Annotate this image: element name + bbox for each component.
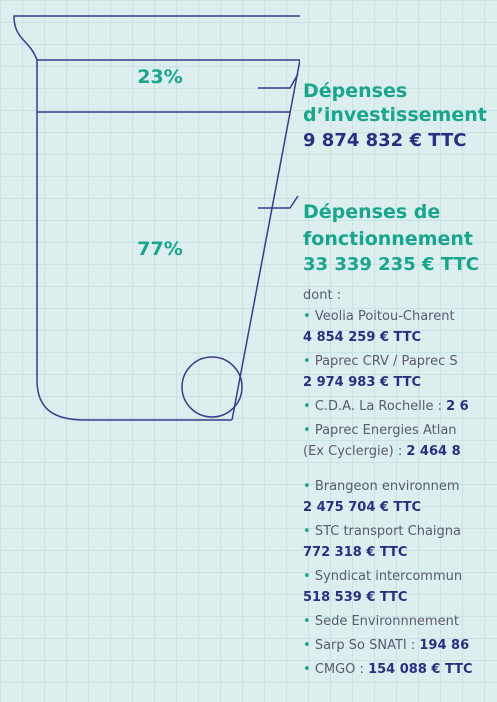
bullet: • [303, 569, 315, 584]
bullet: • [303, 423, 315, 438]
bullet: • [303, 614, 315, 629]
item-name: Syndicat intercommun [314, 569, 463, 584]
list-item: • Sede Environnnement [303, 611, 459, 632]
cup-rim [13, 15, 300, 61]
heading: d’investissement [303, 104, 487, 126]
item-name: CMGO : [314, 662, 369, 677]
cup-circle [181, 356, 243, 418]
bottom-share: 77% [137, 238, 182, 260]
bullet: • [303, 662, 315, 677]
cup-right [231, 59, 300, 421]
item-name: (Ex Cyclergie) : [303, 444, 407, 459]
leader-line [258, 73, 299, 89]
bullet: • [303, 399, 315, 414]
heading: Dépenses [303, 80, 408, 102]
item-amount: 154 088 € TTC [368, 662, 473, 677]
heading: Dépenses de [303, 201, 441, 223]
cup-left [36, 60, 232, 421]
amount: 9 874 832 € TTC [303, 130, 467, 151]
amount: 33 339 235 € TTC [303, 254, 479, 275]
leader-line [258, 195, 299, 209]
item-name: STC transport Chaigna [314, 524, 462, 539]
list-item: • Syndicat intercommun 518 539 € TTC [303, 566, 462, 608]
bullet: • [303, 354, 315, 369]
heading: fonctionnement [303, 228, 473, 250]
bullet: • [303, 524, 315, 539]
item-name: Veolia Poitou-Charent [314, 309, 455, 324]
item-name: Paprec Energies Atlan [314, 423, 457, 438]
top-share: 23% [137, 66, 182, 88]
bullet: • [303, 638, 315, 653]
item-amount: 194 86 [419, 638, 470, 653]
list-item: • STC transport Chaigna 772 318 € TTC [303, 521, 461, 563]
item-name: C.D.A. La Rochelle : [314, 399, 447, 414]
intro: dont : [303, 288, 342, 303]
item-name: Sarp So SNATI : [314, 638, 420, 653]
item-amount: 4 854 259 € TTC [303, 330, 422, 345]
item-amount: 518 539 € TTC [303, 590, 408, 605]
item-name: Brangeon environnem [314, 479, 460, 494]
item-amount: 2 6 [446, 399, 469, 414]
list-item: • C.D.A. La Rochelle : 2 6 [303, 396, 469, 417]
list-item: • Paprec Energies Atlan (Ex Cyclergie) : … [303, 420, 461, 462]
list-item: • Brangeon environnem 2 475 704 € TTC [303, 476, 460, 518]
cup-diagram: 23% 77% [13, 15, 300, 421]
list-item: • CMGO : 154 088 € TTC [303, 659, 473, 680]
legend-column: Dépenses d’investissement 9 874 832 € TT… [303, 0, 497, 702]
item-amount: 2 475 704 € TTC [303, 500, 422, 515]
item-name: Sede Environnnement [314, 614, 459, 629]
item-amount: 772 318 € TTC [303, 545, 408, 560]
item-name: Paprec CRV / Paprec S [314, 354, 458, 369]
list-item: • Paprec CRV / Paprec S 2 974 983 € TTC [303, 351, 458, 393]
item-amount: 2 464 8 [406, 444, 461, 459]
list-item: • Sarp So SNATI : 194 86 [303, 635, 469, 656]
list-item: • Veolia Poitou-Charent 4 854 259 € TTC [303, 306, 455, 348]
bullet: • [303, 479, 315, 494]
item-amount: 2 974 983 € TTC [303, 375, 422, 390]
bullet: • [303, 309, 315, 324]
